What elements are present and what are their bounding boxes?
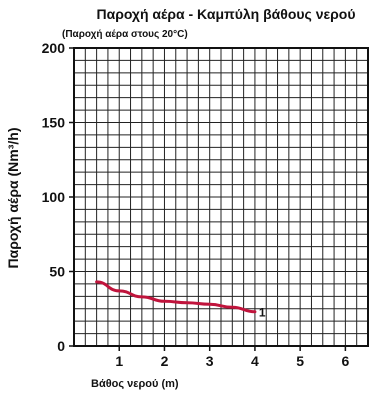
x-tick-label: 2 bbox=[161, 353, 169, 369]
y-tick-label: 0 bbox=[57, 338, 65, 354]
y-tick-label: 200 bbox=[42, 40, 66, 56]
x-tick-label: 1 bbox=[115, 353, 123, 369]
plot-area: 0 50 100 150 200 1 2 3 4 5 6 1 bbox=[42, 40, 369, 369]
x-tick-label: 6 bbox=[341, 353, 349, 369]
x-tick-label: 5 bbox=[296, 353, 304, 369]
y-tick-label: 50 bbox=[49, 264, 65, 280]
y-axis-label: Παροχή αέρα (Nm³/h) bbox=[5, 128, 21, 269]
series-label-1: 1 bbox=[259, 306, 266, 320]
x-tick-label: 3 bbox=[206, 353, 214, 369]
y-tick-label: 100 bbox=[42, 189, 66, 205]
series-line-1 bbox=[95, 280, 257, 314]
y-tick-label: 150 bbox=[42, 115, 66, 131]
chart-subtitle: (Παροχή αέρα στους 20°C) bbox=[62, 29, 188, 40]
x-axis-label: Βάθος νερού (m) bbox=[91, 378, 179, 390]
chart-title: Παροχή αέρα - Καμπύλη βάθους νερού bbox=[97, 6, 356, 22]
x-tick-label: 4 bbox=[251, 353, 259, 369]
